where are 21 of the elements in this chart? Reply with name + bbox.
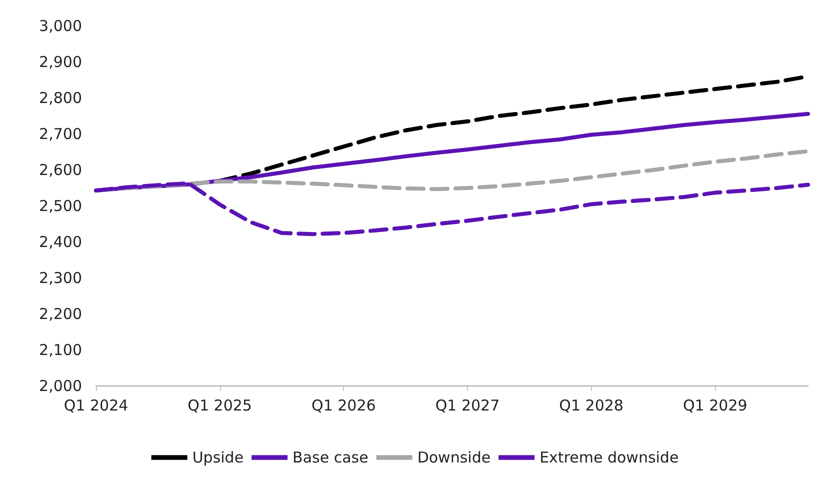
y-tick-label: 2,700 (39, 125, 82, 143)
legend-label: Base case (292, 448, 368, 466)
y-tick-label: 2,000 (39, 377, 82, 395)
y-tick-label: 2,600 (39, 161, 82, 179)
x-tick-label: Q1 2028 (559, 396, 624, 414)
y-tick-label: 2,100 (39, 341, 82, 359)
y-tick-label: 2,200 (39, 305, 82, 323)
y-tick-label: 2,900 (39, 53, 82, 71)
y-tick-label: 2,500 (39, 197, 82, 215)
x-tick-label: Q1 2025 (188, 396, 252, 414)
x-tick-label: Q1 2029 (682, 396, 748, 414)
x-tick-label: Q1 2027 (435, 396, 500, 414)
legend-label: Downside (417, 448, 491, 466)
x-tick-label: Q1 2024 (64, 396, 128, 414)
legend-label: Upside (192, 448, 244, 466)
y-tick-label: 2,400 (39, 233, 82, 251)
x-tick-label: Q1 2026 (312, 396, 376, 414)
legend-label: Extreme downside (540, 448, 679, 466)
y-tick-label: 3,000 (39, 17, 82, 35)
y-tick-label: 2,300 (39, 269, 82, 287)
y-tick-label: 2,800 (39, 89, 82, 107)
